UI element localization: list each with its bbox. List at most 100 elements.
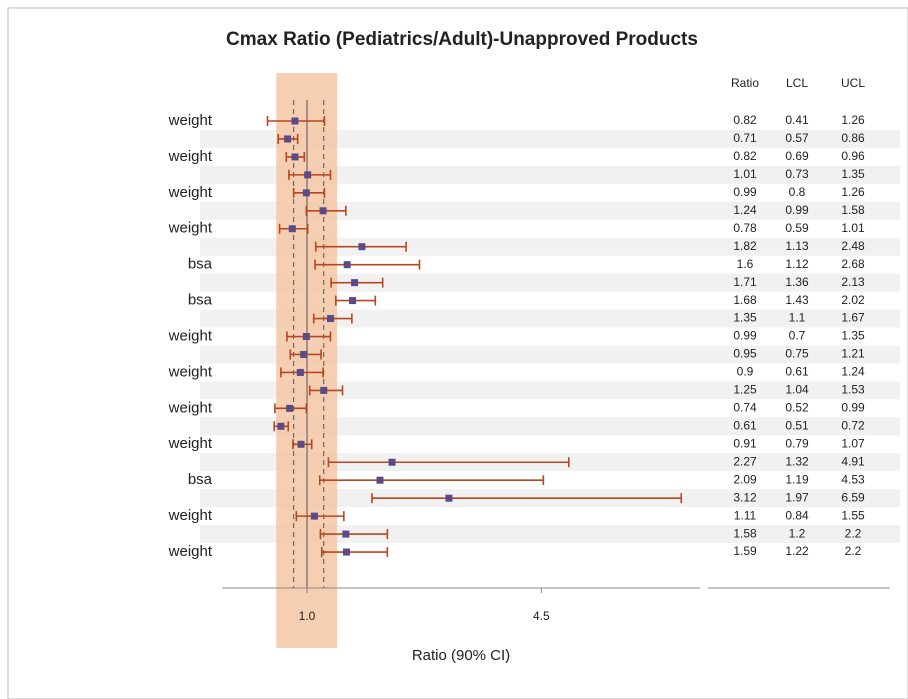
row-label: weight xyxy=(168,112,213,129)
ratio-marker xyxy=(320,386,328,394)
table-cell: 0.82 xyxy=(733,149,757,163)
table-cell: 2.02 xyxy=(841,293,865,307)
table-cell: 1.22 xyxy=(785,544,809,558)
table-cell: 1.43 xyxy=(785,293,809,307)
table-cell: 0.99 xyxy=(733,185,757,199)
row-label: bsa xyxy=(188,471,213,488)
x-axis-label: Ratio (90% CI) xyxy=(412,647,510,664)
table-cell: 1.07 xyxy=(841,436,865,450)
table-cell: 1.58 xyxy=(733,526,757,540)
table-cell: 1.35 xyxy=(841,167,865,181)
ratio-marker xyxy=(277,422,285,430)
table-cell: 0.71 xyxy=(733,131,757,145)
table-cell: 2.13 xyxy=(841,275,865,289)
ratio-marker xyxy=(302,189,310,197)
row-stripe xyxy=(200,129,900,148)
table-cell: 1.67 xyxy=(841,311,865,325)
ratio-marker xyxy=(326,315,334,323)
table-cell: 4.91 xyxy=(841,454,865,468)
frame xyxy=(7,7,908,699)
table-cell: 1.24 xyxy=(733,203,757,217)
table-cell: 1.13 xyxy=(785,239,809,253)
table-cell: 0.99 xyxy=(733,329,757,343)
table-cell: 6.59 xyxy=(841,490,865,504)
row-stripe xyxy=(200,165,900,184)
ratio-marker xyxy=(358,243,366,251)
column-header: LCL xyxy=(786,76,808,90)
table-cell: 1.12 xyxy=(785,257,809,271)
row-label: weight xyxy=(168,435,213,452)
row-label: weight xyxy=(168,507,213,524)
table-cell: 2.27 xyxy=(733,454,757,468)
ratio-marker xyxy=(445,494,453,502)
ratio-marker xyxy=(349,297,357,305)
table-cell: 0.52 xyxy=(785,401,809,415)
row-stripe xyxy=(200,381,900,400)
ratio-marker xyxy=(300,350,308,358)
table-cell: 1.53 xyxy=(841,383,865,397)
ratio-marker xyxy=(310,512,318,520)
ratio-marker xyxy=(302,333,310,341)
table-cell: 3.12 xyxy=(733,490,757,504)
table-cell: 1.19 xyxy=(785,472,809,486)
ratio-marker xyxy=(291,117,299,125)
ratio-marker xyxy=(343,548,351,556)
table-cell: 1.2 xyxy=(789,526,806,540)
x-tick-label: 1.0 xyxy=(299,609,316,623)
table-cell: 1.25 xyxy=(733,383,757,397)
table-cell: 0.82 xyxy=(733,113,757,127)
row-stripe xyxy=(200,525,900,544)
row-stripe xyxy=(200,345,900,364)
table-cell: 0.86 xyxy=(841,131,865,145)
ratio-marker xyxy=(388,458,396,466)
ratio-marker xyxy=(343,261,351,269)
row-stripe xyxy=(200,309,900,328)
x-tick-label: 4.5 xyxy=(533,609,550,623)
ratio-marker xyxy=(342,530,350,538)
table-cell: 0.84 xyxy=(785,508,809,522)
table-cell: 0.79 xyxy=(785,436,809,450)
table-cell: 1.32 xyxy=(785,454,809,468)
ratio-marker xyxy=(376,476,384,484)
row-label: weight xyxy=(168,148,213,165)
ratio-marker xyxy=(288,225,296,233)
table-cell: 2.2 xyxy=(845,526,862,540)
table-cell: 0.74 xyxy=(733,401,757,415)
table-cell: 0.99 xyxy=(785,203,809,217)
row-label: bsa xyxy=(188,292,213,309)
table-cell: 0.7 xyxy=(789,329,806,343)
table-cell: 4.53 xyxy=(841,472,865,486)
table-cell: 2.09 xyxy=(733,472,757,486)
table-cell: 1.26 xyxy=(841,185,865,199)
table-cell: 0.41 xyxy=(785,113,809,127)
ratio-marker xyxy=(351,279,359,287)
table-cell: 1.82 xyxy=(733,239,757,253)
chart-title: Cmax Ratio (Pediatrics/Adult)-Unapproved… xyxy=(226,29,698,50)
ratio-marker xyxy=(291,153,299,161)
table-cell: 2.68 xyxy=(841,257,865,271)
table-cell: 0.72 xyxy=(841,418,865,432)
table-cell: 0.61 xyxy=(733,418,757,432)
ratio-marker xyxy=(319,207,327,215)
ratio-marker xyxy=(297,440,305,448)
ratio-marker xyxy=(286,404,294,412)
row-stripe xyxy=(200,201,900,220)
row-label: weight xyxy=(168,184,213,201)
table-cell: 0.8 xyxy=(789,185,806,199)
row-label: bsa xyxy=(188,256,213,273)
ratio-marker xyxy=(284,135,292,143)
table-cell: 0.73 xyxy=(785,167,809,181)
table-cell: 0.57 xyxy=(785,131,809,145)
table-cell: 1.1 xyxy=(789,311,806,325)
table-cell: 1.35 xyxy=(841,329,865,343)
table-cell: 0.61 xyxy=(785,365,809,379)
table-cell: 0.75 xyxy=(785,347,809,361)
table-cell: 2.48 xyxy=(841,239,865,253)
table-cell: 0.59 xyxy=(785,221,809,235)
table-cell: 1.55 xyxy=(841,508,865,522)
table-cell: 1.71 xyxy=(733,275,757,289)
table-cell: 1.01 xyxy=(733,167,757,181)
table-cell: 1.04 xyxy=(785,383,809,397)
